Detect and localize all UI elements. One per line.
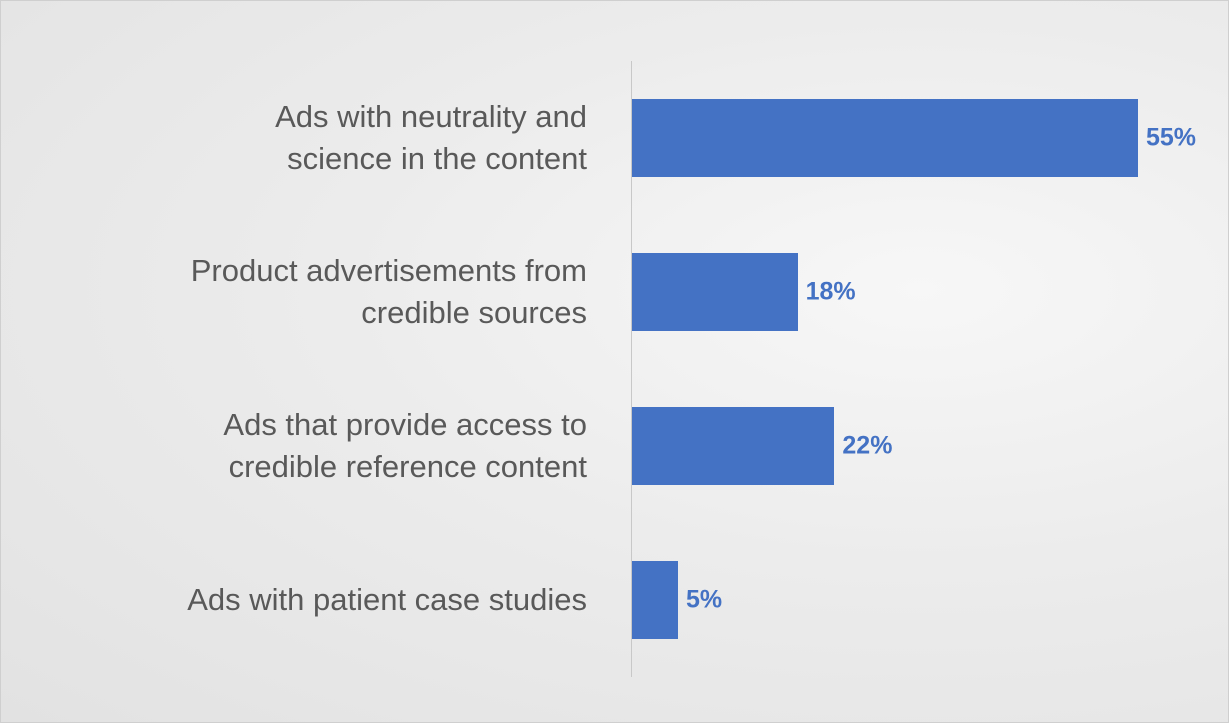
bar [632,407,835,485]
category-label: Ads with neutrality and science in the c… [275,99,587,176]
data-label: 18% [805,277,856,306]
data-label: 22% [842,431,893,460]
axis-line [631,61,632,677]
category-label: Ads with patient case studies [187,582,587,617]
category-label: Ads that provide access to credible refe… [223,407,587,484]
bar [632,253,798,331]
data-label: 55% [1146,123,1197,152]
data-label: 5% [686,585,723,614]
category-label: Product advertisements from credible sou… [190,253,587,330]
bar [632,99,1138,177]
bar [632,561,678,639]
